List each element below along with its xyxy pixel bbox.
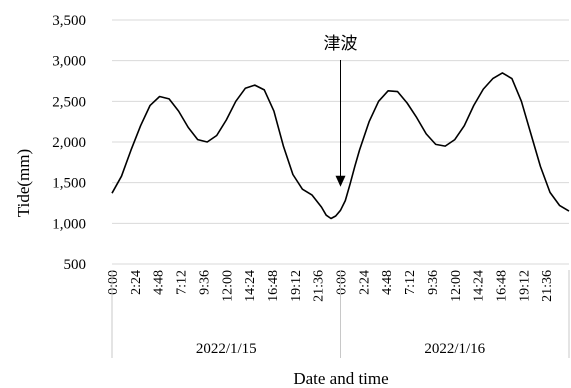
x-tick-label: 0:00	[335, 270, 350, 295]
y-tick-label: 3,000	[52, 54, 86, 70]
x-tick-label: 4:48	[152, 270, 167, 295]
date-group-label: 2022/1/16	[424, 341, 485, 357]
annotation-layer: 津波	[324, 34, 358, 187]
x-tick-label: 16:48	[494, 270, 509, 302]
x-tick-label: 7:12	[403, 270, 418, 295]
series-layer	[111, 72, 570, 220]
x-tick-label: 0:00	[106, 270, 121, 295]
y-tick-label: 2,500	[52, 94, 86, 110]
y-axis-ticks: 500 1,000 1,500 2,000 2,500 3,000 3,500	[52, 13, 86, 273]
y-tick-label: 1,000	[52, 216, 86, 232]
x-tick-label: 12:00	[449, 270, 464, 302]
annotation-label: 津波	[324, 34, 358, 53]
x-axis-title: Date and time	[293, 369, 388, 388]
y-axis-title: Tide(mm)	[14, 149, 33, 217]
x-tick-label: 19:12	[289, 270, 304, 302]
x-tick-label: 7:12	[175, 270, 190, 295]
x-tick-label: 16:48	[266, 270, 281, 302]
y-tick-label: 500	[64, 257, 87, 273]
x-tick-label: 4:48	[380, 270, 395, 295]
x-tick-label: 9:36	[197, 270, 212, 295]
x-tick-label: 21:36	[312, 270, 327, 302]
y-tick-label: 3,500	[52, 13, 86, 29]
x-tick-label: 9:36	[426, 270, 441, 295]
x-tick-label: 14:24	[243, 270, 258, 302]
date-group-label: 2022/1/15	[196, 341, 257, 357]
x-tick-label: 12:00	[220, 270, 235, 302]
x-tick-label: 14:24	[472, 270, 487, 302]
x-axis: 0:00 2:24 4:48 7:12 9:36 12:00 14:24 16:48 19:12…	[106, 263, 570, 358]
x-tick-label: 2:24	[357, 270, 372, 295]
x-tick-label: 21:36	[540, 270, 555, 302]
tide-series-line	[111, 72, 570, 220]
y-tick-label: 1,500	[52, 176, 86, 192]
annotation-arrowhead	[335, 175, 346, 187]
y-tick-label: 2,000	[52, 135, 86, 151]
x-tick-label: 19:12	[517, 270, 532, 302]
x-tick-label: 2:24	[129, 270, 144, 295]
